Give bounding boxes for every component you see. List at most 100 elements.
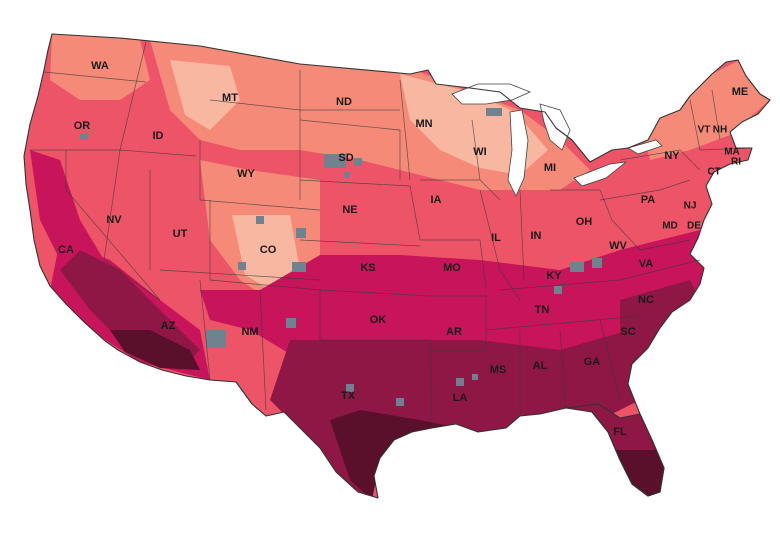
no-data-county bbox=[456, 378, 464, 386]
no-data-county bbox=[344, 172, 350, 178]
florida-band-lower bbox=[600, 450, 664, 496]
state-label-ks: KS bbox=[360, 262, 375, 274]
state-border bbox=[319, 290, 433, 427]
state-label-va: VA bbox=[639, 258, 654, 270]
state-label-nd: ND bbox=[336, 96, 352, 108]
state-label-nv: NV bbox=[106, 214, 122, 226]
state-label-wy: WY bbox=[237, 168, 255, 180]
state-border bbox=[399, 79, 411, 181]
no-data-county bbox=[354, 158, 362, 166]
state-label-tx: TX bbox=[341, 390, 356, 402]
state-label-tn: TN bbox=[535, 304, 550, 316]
state-label-or: OR bbox=[74, 120, 91, 132]
state-label-il: IL bbox=[491, 232, 501, 244]
state-border bbox=[299, 179, 421, 241]
state-label-mn: MN bbox=[415, 118, 432, 130]
state-label-ok: OK bbox=[370, 314, 387, 326]
state-label-vt: VT bbox=[698, 125, 711, 136]
no-data-county bbox=[570, 262, 584, 272]
state-label-id: ID bbox=[153, 130, 164, 142]
no-data-county bbox=[396, 398, 404, 406]
state-label-ar: AR bbox=[446, 326, 462, 338]
state-border bbox=[159, 269, 321, 281]
state-border bbox=[43, 71, 147, 83]
no-data-county bbox=[80, 134, 88, 140]
state-label-md: MD bbox=[662, 221, 678, 232]
state-label-fl: FL bbox=[613, 426, 627, 438]
band-sonoran-deep bbox=[110, 330, 200, 370]
state-border bbox=[199, 140, 321, 211]
no-data-county bbox=[292, 262, 306, 272]
state-border bbox=[319, 289, 431, 297]
state-label-al: AL bbox=[533, 360, 548, 372]
state-label-ut: UT bbox=[173, 228, 188, 240]
state-label-la: LA bbox=[453, 392, 468, 404]
state-label-wa: WA bbox=[91, 60, 109, 72]
no-data-county bbox=[472, 374, 478, 380]
no-data-county bbox=[296, 228, 306, 238]
state-label-mt: MT bbox=[222, 92, 238, 104]
no-data-county bbox=[592, 258, 602, 268]
great-lakes bbox=[451, 83, 663, 197]
band-southeast-coast bbox=[620, 280, 700, 350]
state-label-ky: KY bbox=[546, 270, 562, 282]
lake-superior bbox=[451, 83, 532, 105]
state-label-ca: CA bbox=[58, 244, 74, 256]
no-data-county bbox=[324, 154, 346, 168]
state-label-in: IN bbox=[531, 230, 542, 242]
state-label-nh: NH bbox=[713, 125, 727, 136]
no-data-county bbox=[486, 108, 502, 116]
state-label-co: CO bbox=[260, 244, 277, 256]
state-border bbox=[430, 295, 487, 350]
state-label-ia: IA bbox=[431, 194, 442, 206]
state-border bbox=[519, 189, 525, 281]
state-label-me: ME bbox=[732, 86, 749, 98]
lake-erie bbox=[573, 161, 628, 187]
state-border bbox=[599, 179, 691, 201]
state-label-az: AZ bbox=[161, 320, 176, 332]
no-data-county bbox=[346, 384, 354, 392]
state-border bbox=[711, 89, 721, 141]
band-upper-midwest bbox=[400, 74, 548, 175]
florida-outline bbox=[565, 403, 665, 497]
state-border bbox=[485, 315, 641, 331]
no-data-counties bbox=[80, 108, 602, 406]
state-label-nc: NC bbox=[638, 294, 654, 306]
state-borders bbox=[30, 41, 753, 427]
no-data-county bbox=[238, 262, 246, 270]
state-label-ga: GA bbox=[584, 356, 601, 368]
lake-ontario bbox=[627, 139, 663, 155]
state-label-nj: NJ bbox=[684, 201, 697, 212]
state-border bbox=[103, 149, 161, 301]
band-new-england bbox=[640, 60, 770, 160]
state-label-ct: CT bbox=[707, 167, 720, 178]
state-border bbox=[420, 239, 487, 291]
state-border bbox=[471, 119, 481, 181]
state-border bbox=[611, 219, 691, 251]
state-border bbox=[619, 149, 701, 171]
no-data-county bbox=[554, 286, 562, 294]
state-label-ms: MS bbox=[490, 364, 507, 376]
state-border bbox=[689, 99, 701, 151]
state-border bbox=[299, 239, 421, 247]
state-label-sd: SD bbox=[338, 152, 353, 164]
no-data-county bbox=[256, 216, 264, 224]
lake-michigan bbox=[507, 109, 529, 197]
state-border bbox=[559, 329, 567, 409]
state-border bbox=[119, 41, 147, 151]
state-label-mo: MO bbox=[443, 262, 461, 274]
state-label-wi: WI bbox=[473, 146, 486, 158]
state-border bbox=[599, 319, 621, 401]
state-label-pa: PA bbox=[641, 194, 656, 206]
state-border bbox=[209, 200, 321, 291]
state-label-de: DE bbox=[687, 221, 701, 232]
state-label-ri: RI bbox=[731, 157, 741, 168]
state-border bbox=[479, 189, 521, 301]
state-label-oh: OH bbox=[576, 216, 593, 228]
state-label-ne: NE bbox=[342, 204, 357, 216]
state-label-ma: MA bbox=[724, 147, 740, 158]
state-labels: WA OR CA NV ID MT WY UT AZ CO NM ND SD N… bbox=[58, 60, 748, 438]
state-label-nm: NM bbox=[241, 326, 258, 338]
